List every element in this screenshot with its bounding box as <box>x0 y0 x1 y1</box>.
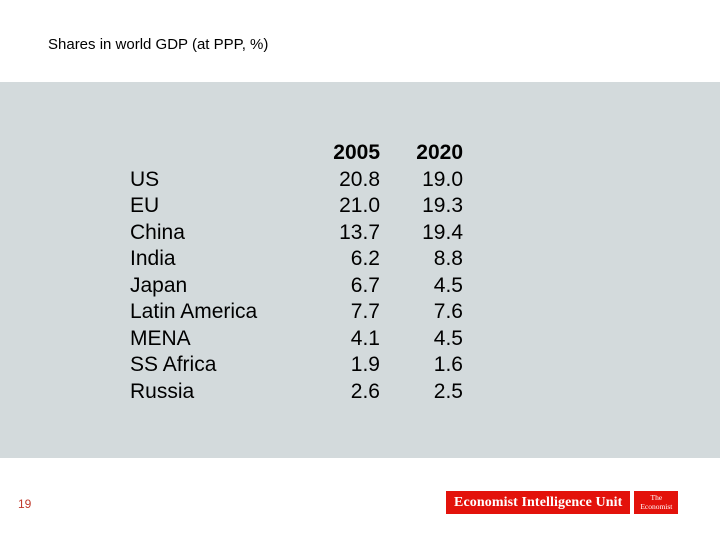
value-2020: 2.5 <box>433 379 463 403</box>
value-2005: 1.9 <box>350 353 380 376</box>
economist-logo-bottom: Economist <box>640 501 673 511</box>
value-2020: 7.6 <box>433 300 463 323</box>
table-panel <box>0 82 720 458</box>
row-label: US <box>130 167 160 191</box>
value-2020: 8.8 <box>433 247 463 270</box>
eiu-logo: Economist Intelligence Unit The Economis… <box>446 491 679 514</box>
value-2005: 6.2 <box>350 247 380 270</box>
value-2005: 13.7 <box>339 220 380 244</box>
row-label: EU <box>130 194 160 217</box>
value-2020: 4.5 <box>433 326 463 350</box>
value-2005: 2.6 <box>350 379 380 403</box>
eiu-wordmark: Economist Intelligence Unit <box>446 491 631 514</box>
row-label: Japan <box>130 273 188 297</box>
value-2020: 4.5 <box>433 273 463 297</box>
value-2005: 21.0 <box>339 194 380 217</box>
chart-title: Shares in world GDP (at PPP, %) <box>48 36 269 53</box>
row-label: India <box>130 247 176 270</box>
value-2020: 19.0 <box>422 167 463 191</box>
economist-logo: The Economist <box>634 491 679 514</box>
page-number: 19 <box>18 497 32 511</box>
column-header-2020: 2020 <box>416 141 463 164</box>
value-2020: 19.3 <box>422 194 463 217</box>
row-label: MENA <box>130 326 191 350</box>
economist-logo-top: The <box>650 493 663 502</box>
value-2020: 1.6 <box>433 353 463 376</box>
value-2005: 20.8 <box>339 167 380 191</box>
value-2005: 7.7 <box>350 300 380 323</box>
row-label: SS Africa <box>130 353 217 376</box>
column-header-2005: 2005 <box>333 141 380 164</box>
row-label: Latin America <box>130 300 258 323</box>
value-2005: 4.1 <box>350 326 380 350</box>
row-label: Russia <box>130 379 195 403</box>
value-2005: 6.7 <box>350 273 380 297</box>
row-label: China <box>130 220 185 244</box>
value-2020: 19.4 <box>422 220 463 244</box>
